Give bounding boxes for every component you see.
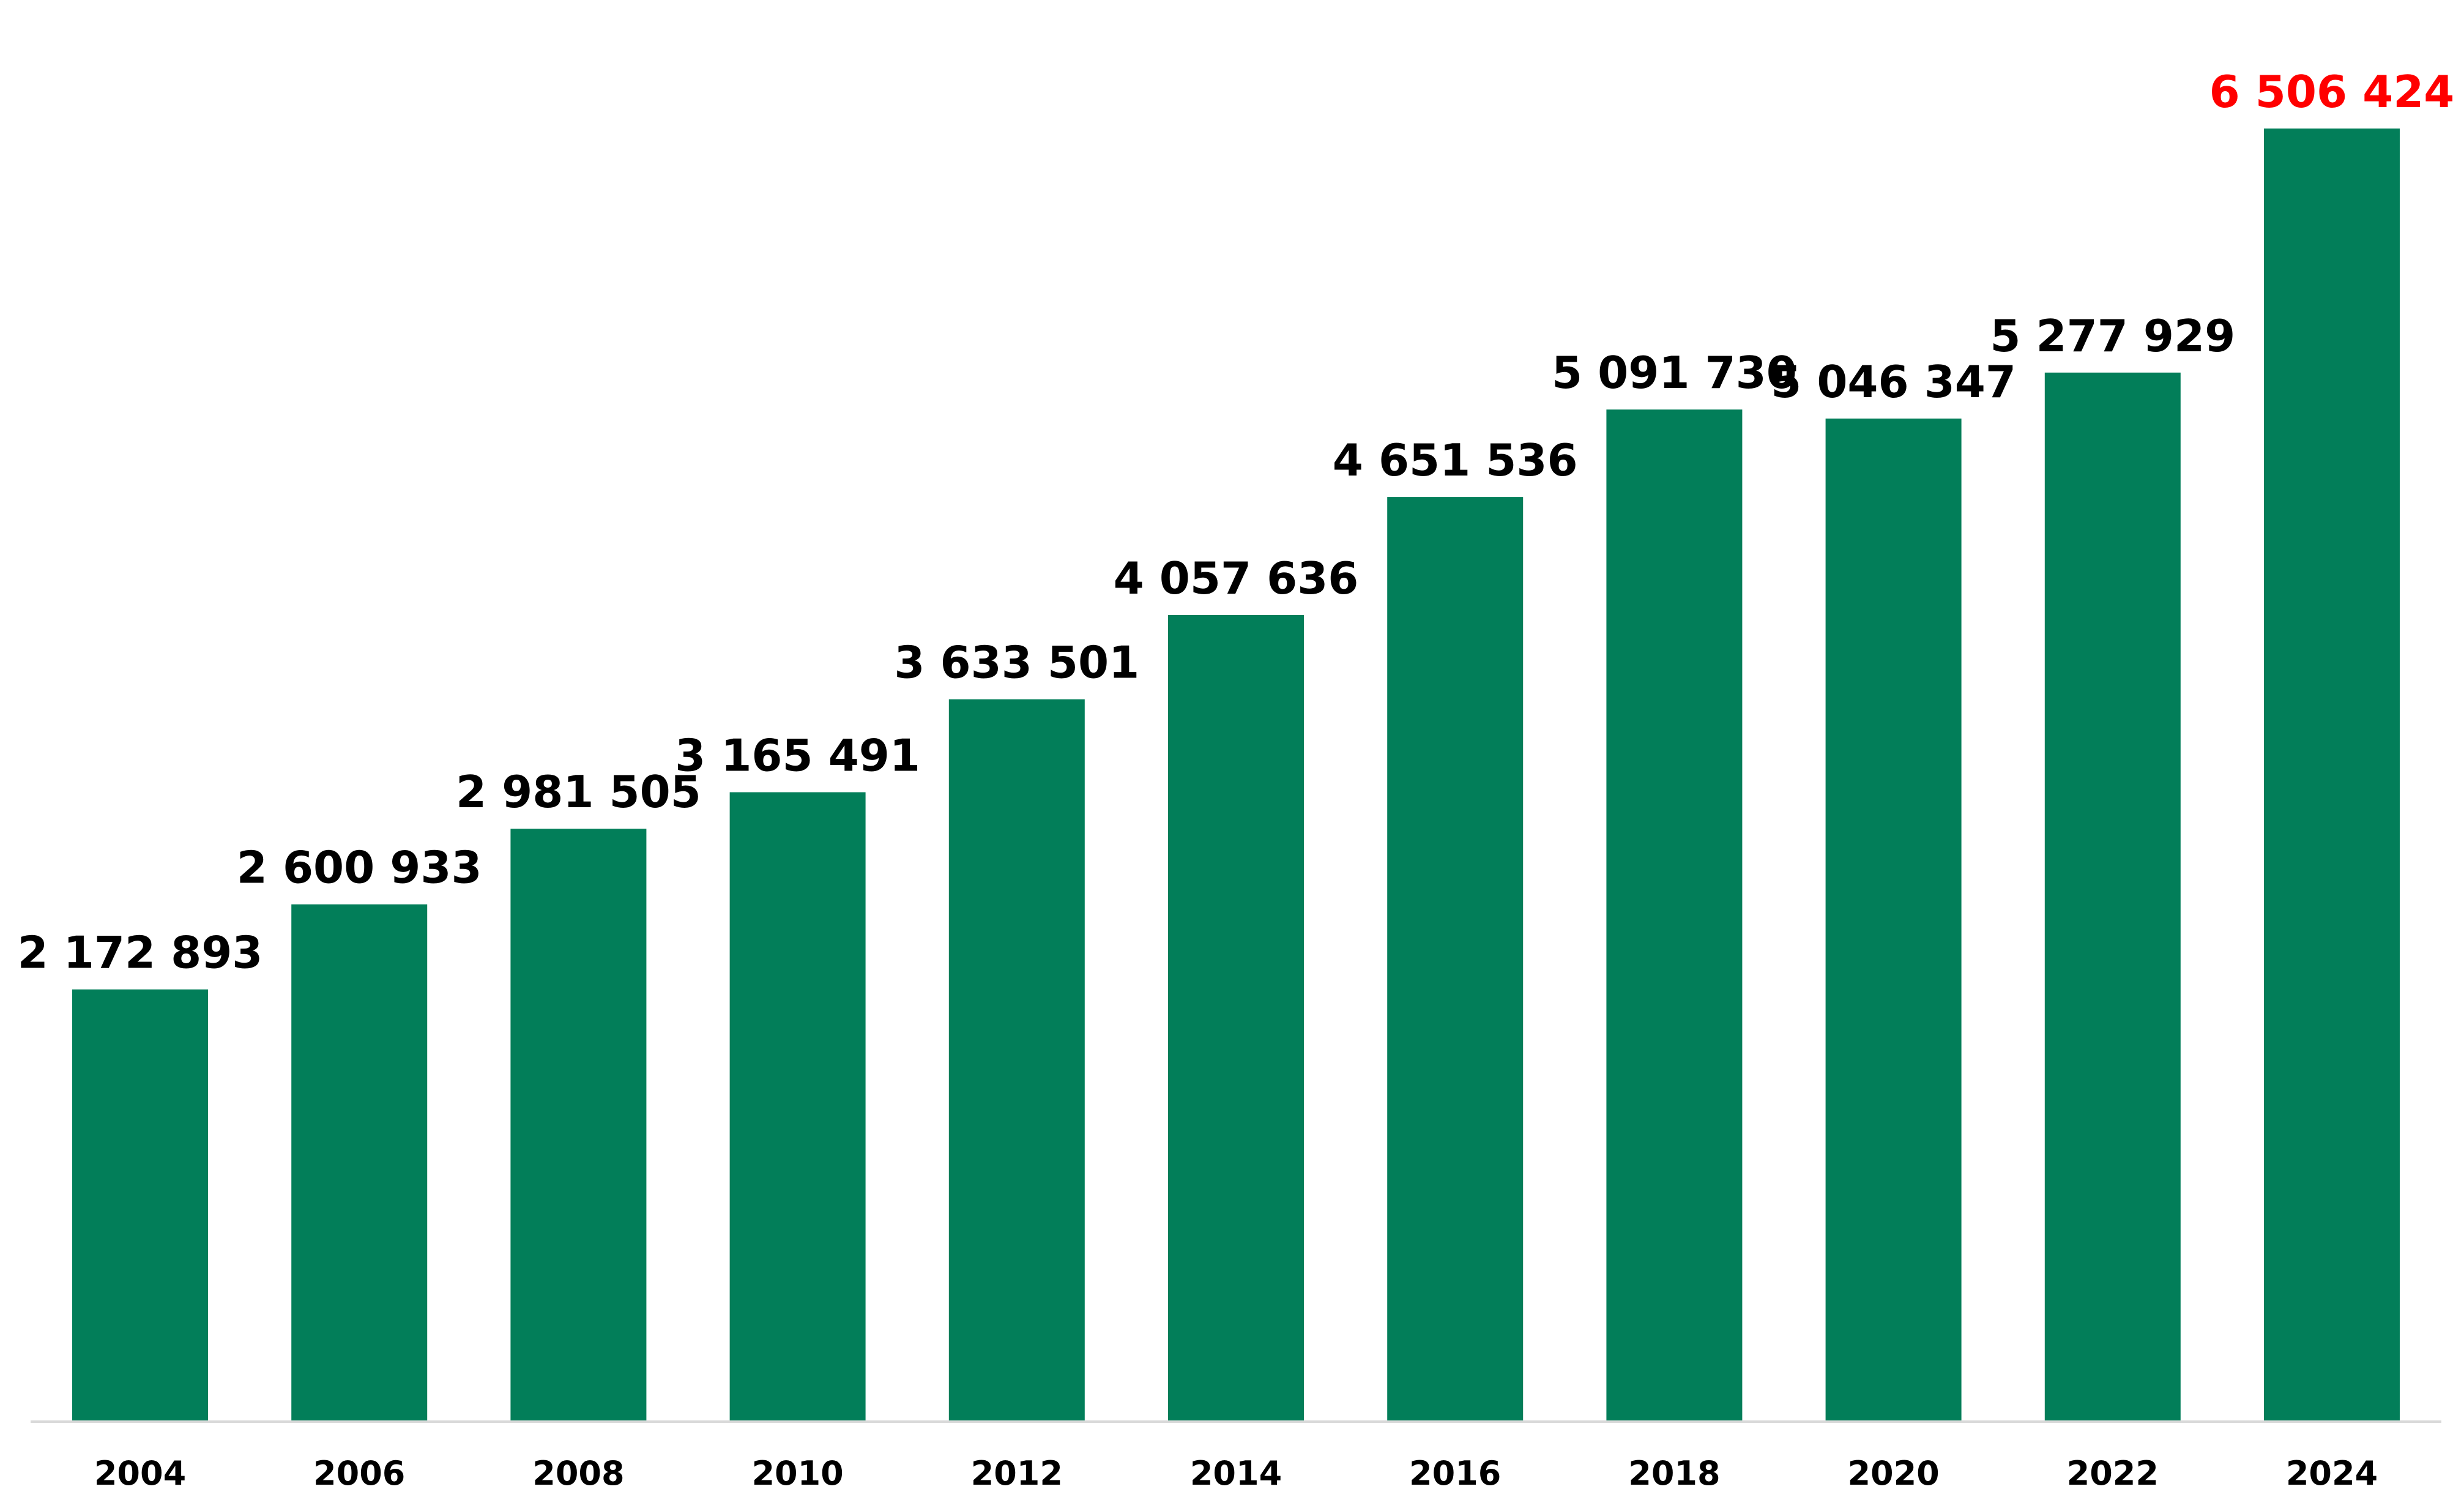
bars-layer [72, 129, 2400, 1422]
x-tick-label-2012: 2012 [971, 1454, 1063, 1493]
x-tick-labels-layer: 2004 2006 2008 2010 2012 2014 2016 2018 2020 2022… [94, 1454, 2378, 1493]
x-tick-label-2004: 2004 [94, 1454, 186, 1493]
x-tick-label-2006: 2006 [313, 1454, 405, 1493]
data-label-2004: 2 172 893 [18, 927, 263, 979]
bar-2014 [1168, 614, 1304, 1421]
x-tick-label-2018: 2018 [1628, 1454, 1720, 1493]
data-label-2010: 3 165 491 [675, 730, 920, 782]
bar-2010 [729, 792, 866, 1421]
data-label-2016: 4 651 536 [1333, 435, 1578, 486]
bar-2018 [1606, 409, 1743, 1422]
data-label-2024: 6 506 424 [2209, 66, 2455, 118]
data-label-2022: 5 277 929 [1990, 310, 2235, 362]
data-label-2006: 2 600 933 [237, 842, 482, 894]
data-label-2014: 4 057 636 [1114, 553, 1359, 604]
data-label-2020: 5 046 347 [1771, 356, 2016, 408]
x-tick-label-2014: 2014 [1190, 1454, 1282, 1493]
x-tick-label-2010: 2010 [751, 1454, 843, 1493]
bar-2008 [510, 829, 647, 1421]
x-tick-label-2008: 2008 [532, 1454, 624, 1493]
bar-2020 [1825, 418, 1962, 1421]
bar-2012 [948, 699, 1085, 1421]
x-tick-label-2024: 2024 [2286, 1454, 2378, 1493]
bar-2004 [72, 989, 208, 1421]
x-tick-label-2016: 2016 [1409, 1454, 1501, 1493]
x-tick-label-2020: 2020 [1847, 1454, 1939, 1493]
data-label-2018: 5 091 730 [1552, 347, 1797, 398]
data-label-2008: 2 981 505 [456, 766, 701, 818]
bar-2006 [291, 904, 428, 1421]
data-label-2012: 3 633 501 [894, 637, 1139, 688]
bar-2016 [1387, 497, 1524, 1421]
bar-2022 [2044, 372, 2181, 1421]
bar-2024 [2264, 129, 2400, 1421]
x-tick-label-2022: 2022 [2067, 1454, 2159, 1493]
